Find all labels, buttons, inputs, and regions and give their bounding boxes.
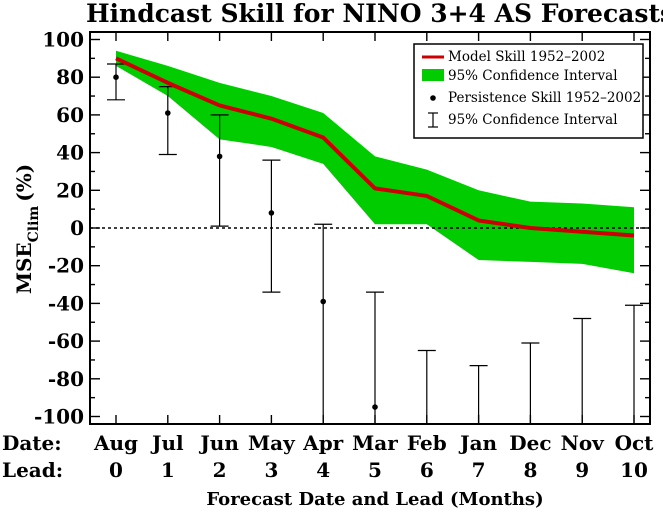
persistence-ci-bar <box>366 291 384 424</box>
svg-text:MSEClim(%): MSEClim (%) <box>12 164 42 294</box>
legend-entry-label: 95% Confidence Interval <box>448 68 618 84</box>
persistence-point <box>320 298 327 305</box>
x-tick-label-lead: 4 <box>316 458 330 482</box>
date-row-label: Date: <box>2 431 62 455</box>
x-tick-label-lead: 3 <box>264 458 278 482</box>
legend-persistence-swatch <box>430 95 436 101</box>
y-label-main: MSE <box>12 242 36 294</box>
legend-entry-label: Persistence Skill 1952–2002 <box>448 90 641 106</box>
y-tick-label: -40 <box>48 291 84 315</box>
x-tick-label-date: Dec <box>509 431 551 455</box>
y-tick-label: -100 <box>34 405 84 429</box>
x-tick-label-lead: 7 <box>472 458 486 482</box>
x-tick-labels: Aug 0 Jul 1 Jun 2 May 3 Apr 4 Mar 5 Feb 6 Jan 7 Dec 8 Nov 9… <box>93 431 654 482</box>
confidence-band <box>116 50 634 274</box>
x-tick-label-lead: 2 <box>213 458 227 482</box>
persistence-point <box>216 153 223 160</box>
persistence-point <box>268 210 275 216</box>
y-tick-label: 80 <box>56 65 84 89</box>
persistence-ci-bar <box>262 159 281 293</box>
y-tick-label: 0 <box>70 216 84 240</box>
y-tick-label: -20 <box>48 254 84 278</box>
x-tick-label-lead: 10 <box>620 458 648 482</box>
persistence-ci-bar <box>314 223 333 424</box>
y-tick-label: -80 <box>48 367 84 391</box>
model-skill-line <box>115 56 635 238</box>
legend: Model Skill 1952–2002 95% Confidence Inte… <box>413 43 644 139</box>
x-tick-label-lead: 0 <box>109 458 123 482</box>
x-tick-label-date: May <box>248 431 296 455</box>
legend-entry-label: Model Skill 1952–2002 <box>448 49 605 65</box>
x-tick-label-date: Apr <box>302 431 344 455</box>
y-label-sub: Clim <box>26 206 42 243</box>
x-tick-label-date: Jun <box>198 431 239 455</box>
y-label-unit: (%) <box>12 164 36 202</box>
y-tick-label: 100 <box>42 28 84 52</box>
x-tick-label-lead: 1 <box>161 458 175 482</box>
persistence-ci-bar <box>625 304 643 424</box>
x-tick-label-date: Oct <box>615 431 655 455</box>
legend-band-swatch <box>422 69 444 81</box>
chart-title: Hindcast Skill for NINO 3+4 AS Forecasts <box>86 0 663 28</box>
legend-entry-label: 95% Confidence Interval <box>448 112 618 128</box>
persistence-point <box>113 74 119 80</box>
legend-box <box>413 43 644 139</box>
y-tick-label: -60 <box>48 329 84 353</box>
x-tick-label-date: Nov <box>561 431 606 455</box>
x-tick-label-lead: 5 <box>368 458 382 482</box>
plot-area: 100 80 60 40 20 0 -20 -40 -60 -80 -100 <box>34 28 651 429</box>
y-tick-label: 40 <box>56 141 84 165</box>
legend-errorbar-swatch <box>428 112 438 128</box>
x-tick-label-lead: 9 <box>575 458 589 482</box>
x-axis-label: Forecast Date and Lead (Months) <box>206 489 543 510</box>
y-tick-label: 60 <box>56 103 84 127</box>
persistence-ci-bar <box>107 63 125 101</box>
x-tick-label-date: Mar <box>352 431 398 455</box>
x-tick-label-lead: 6 <box>420 458 434 482</box>
persistence-ci-bar <box>210 114 229 227</box>
persistence-point <box>165 110 171 116</box>
x-tick-label-date: Feb <box>407 431 447 455</box>
x-tick-label-date: Jan <box>458 431 497 455</box>
y-tick-label: 20 <box>56 178 84 202</box>
lead-row-label: Lead: <box>2 458 63 482</box>
x-tick-label-lead: 8 <box>523 458 537 482</box>
y-axis-label: MSEClim (%) <box>12 164 42 294</box>
x-tick-label-date: Jul <box>150 431 184 455</box>
persistence-point <box>372 404 378 410</box>
x-tick-label-date: Aug <box>93 431 138 455</box>
